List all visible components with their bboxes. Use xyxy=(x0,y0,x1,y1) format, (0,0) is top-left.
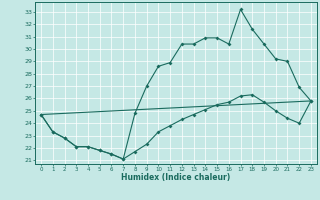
X-axis label: Humidex (Indice chaleur): Humidex (Indice chaleur) xyxy=(121,173,231,182)
